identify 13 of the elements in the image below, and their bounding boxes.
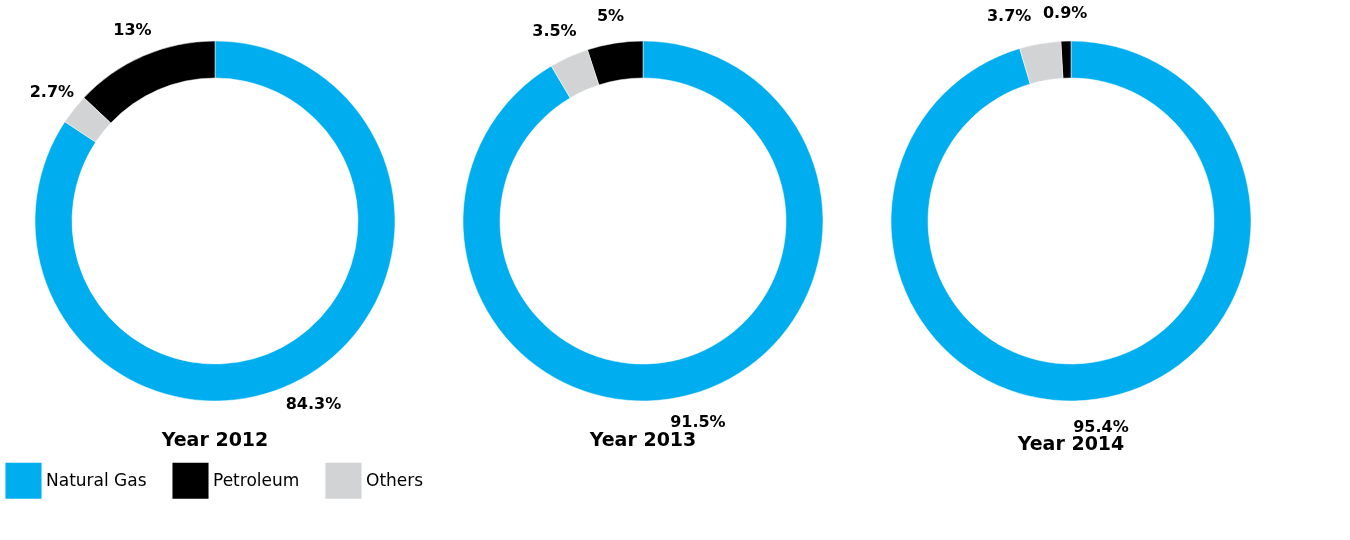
legend-label: Natural Gas xyxy=(46,469,147,490)
data-label: 3.7% xyxy=(986,6,1032,26)
legend-label: Petroleum xyxy=(213,469,300,490)
legend-label: Others xyxy=(366,469,424,490)
data-label: 13% xyxy=(113,20,152,40)
data-label: 84.3% xyxy=(285,394,342,414)
data-label: 0.9% xyxy=(1042,3,1088,23)
slice-label: Year 2013 xyxy=(588,428,697,450)
data-label: 2.7% xyxy=(29,81,75,101)
data-label: 3.5% xyxy=(532,21,577,41)
data-label: 91.5% xyxy=(670,411,726,431)
slice-label: Year 2012 xyxy=(160,428,269,450)
data-label: 5% xyxy=(596,5,625,25)
